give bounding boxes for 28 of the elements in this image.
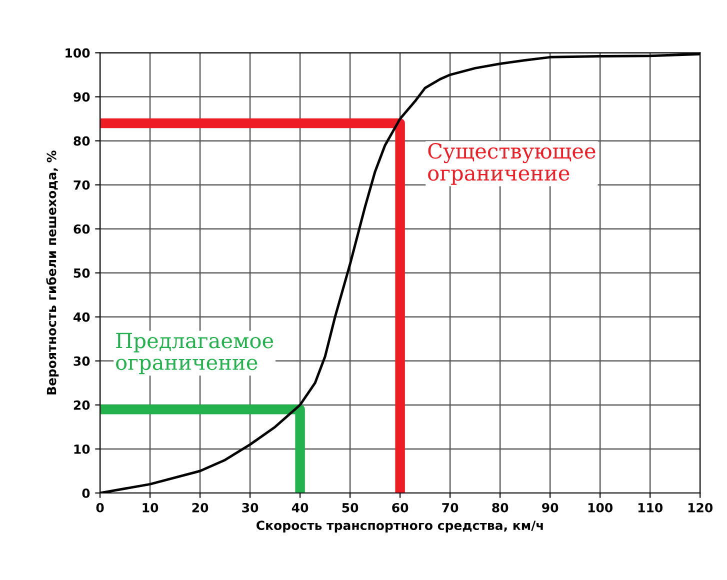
x-tick-label: 60 (392, 502, 408, 512)
y-tick-label: 50 (74, 268, 90, 278)
y-tick-label: 40 (73, 312, 90, 322)
annotation: Предлагаемое ограничение (116, 332, 274, 374)
x-tick-label: 0 (96, 502, 104, 512)
x-tick-label: 40 (292, 502, 308, 512)
y-tick-label: 0 (82, 488, 90, 498)
x-tick-label: 10 (142, 502, 158, 512)
y-tick-label: 20 (74, 400, 90, 410)
x-tick-label: 90 (542, 502, 558, 512)
y-tick-label: 100 (66, 48, 90, 58)
x-tick-label: 100 (588, 502, 613, 512)
x-tick-label: 120 (688, 502, 713, 512)
x-tick-label: 50 (342, 502, 358, 512)
y-tick-label: 60 (74, 224, 90, 234)
x-tick-label: 70 (442, 502, 458, 512)
y-tick-label: 10 (74, 444, 90, 454)
annotation: Существующее ограничение (428, 143, 596, 185)
x-axis-title: Скорость транспортного средства, км/ч (256, 520, 543, 532)
x-tick-label: 30 (242, 502, 258, 512)
x-tick-label: 20 (192, 502, 208, 512)
x-tick-label: 80 (492, 502, 508, 512)
y-tick-label: 80 (74, 136, 90, 146)
x-tick-label: 110 (638, 502, 663, 512)
y-tick-label: 70 (74, 180, 90, 190)
y-axis-title: Вероятность гибели пешехода, % (46, 150, 59, 394)
y-tick-label: 30 (74, 356, 90, 366)
y-tick-label: 90 (74, 92, 90, 102)
